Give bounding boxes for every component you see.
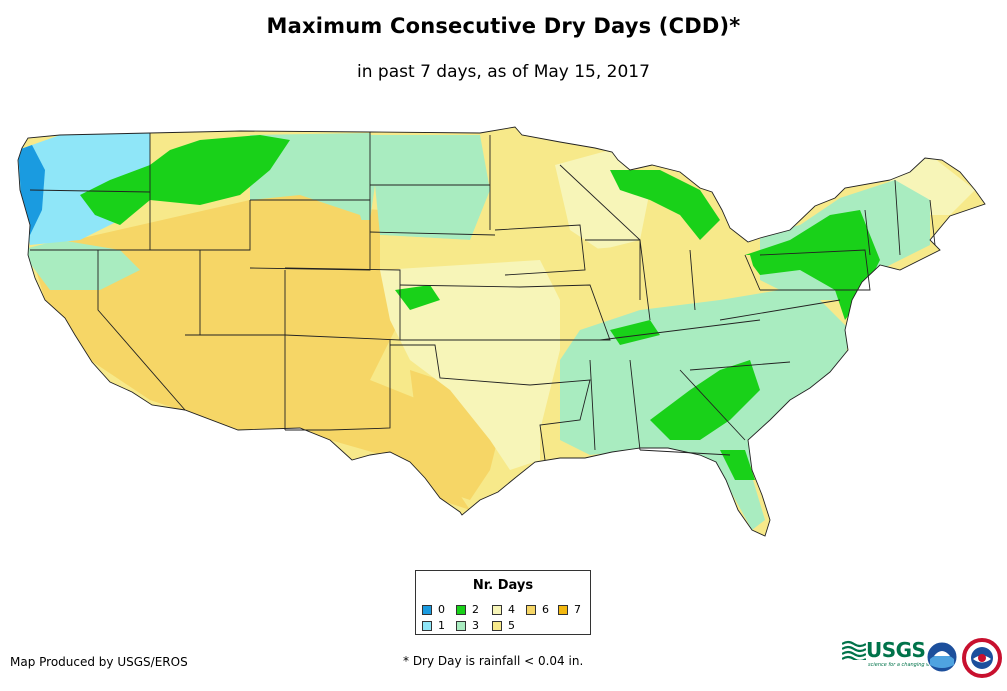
credit-text: Map Produced by USGS/EROS: [10, 655, 188, 669]
legend-title: Nr. Days: [472, 578, 534, 593]
legend-swatch-6: [526, 604, 536, 615]
region-5-days-nebraska: [380, 235, 500, 270]
border-il-in: [585, 239, 651, 321]
legend-swatch-1: [422, 620, 432, 631]
footnote-text: * Dry Day is rainfall < 0.04 in.: [403, 654, 584, 668]
border-nv-ca: [97, 250, 186, 411]
region-5-days-ohio: [690, 255, 760, 300]
region-2-days-idaho-montana: [80, 135, 290, 225]
legend-item-5: 5: [492, 619, 515, 632]
region-6-days-wyoming: [250, 195, 370, 260]
nws-logo-icon: [962, 638, 1002, 678]
border-nm-tx: [285, 340, 391, 431]
border-nc-sc: [689, 361, 791, 371]
region-2-days-north-plains: [395, 285, 440, 310]
region-2-days-ozarks: [610, 320, 660, 345]
border-ut-north: [200, 200, 251, 251]
region-3-days-minnesota: [370, 135, 490, 240]
border-wy: [249, 199, 371, 271]
border-ga-fl: [639, 449, 731, 456]
border-pa-ny: [759, 249, 871, 291]
region-4-days-plains: [380, 260, 560, 470]
region-3-days-west: [20, 240, 140, 290]
region-5-days-illinois: [580, 245, 650, 320]
map-title: Maximum Consecutive Dry Days (CDD)*: [266, 14, 741, 38]
legend-swatch-5: [492, 620, 502, 631]
border-ar-la: [529, 379, 591, 461]
legend-item-0: 0: [422, 603, 445, 616]
border-ok-tx: [390, 344, 531, 386]
border-ia: [494, 224, 586, 276]
border-wi-mi: [559, 164, 641, 241]
usgs-logo: USGS science for a changing world: [842, 638, 940, 668]
border-oh: [689, 249, 761, 311]
legend-label-7: 7: [574, 603, 581, 616]
legend-label-2: 2: [472, 603, 479, 616]
legend-swatch-2: [456, 604, 466, 615]
legend-label-0: 0: [438, 603, 445, 616]
legend-label-1: 1: [438, 619, 445, 632]
legend-item-1: 1: [422, 619, 445, 632]
map-subtitle: in past 7 days, as of May 15, 2017: [357, 62, 650, 82]
state-boundaries: [17, 126, 986, 537]
border-sd-ne: [369, 231, 496, 236]
legend: Nr. Days 0 1 2 3 4 5 6 7: [415, 570, 591, 635]
border-ga-sc: [679, 369, 746, 441]
region-2-days-georgia: [650, 360, 760, 440]
legend-label-3: 3: [472, 619, 479, 632]
legend-swatch-3: [456, 620, 466, 631]
region-2-days-mich: [610, 170, 720, 240]
border-ne-states: [864, 179, 936, 256]
legend-item-4: 4: [492, 603, 515, 616]
legend-label-6: 6: [542, 603, 549, 616]
legend-item-7: 7: [558, 603, 581, 616]
region-2-days-florida-north: [720, 450, 755, 480]
border-va: [719, 299, 841, 321]
us-outline: [17, 126, 986, 537]
border-ms-al: [589, 359, 641, 451]
conus-dry-days-map: [17, 126, 986, 537]
region-2-days-penn-ny: [745, 210, 880, 320]
usgs-wordmark: USGS: [866, 638, 926, 662]
border-wa-or: [29, 189, 151, 193]
legend-swatch-4: [492, 604, 502, 615]
region-6-days-west: [30, 200, 470, 510]
legend-swatch-0: [422, 604, 432, 615]
legend-label-4: 4: [508, 603, 515, 616]
noaa-logo-icon: [926, 641, 958, 673]
usgs-wave-icon: [842, 640, 866, 660]
legend-item-6: 6: [526, 603, 549, 616]
border-co: [284, 267, 401, 341]
border-ne-ks: [399, 284, 521, 288]
usgs-tagline: science for a changing world: [868, 662, 940, 668]
legend-swatch-7: [558, 604, 568, 615]
legend-label-5: 5: [508, 619, 515, 632]
legend-item-3: 3: [456, 619, 479, 632]
border-tn-ky: [599, 319, 761, 341]
border-mo: [519, 284, 611, 341]
legend-item-2: 2: [456, 603, 479, 616]
